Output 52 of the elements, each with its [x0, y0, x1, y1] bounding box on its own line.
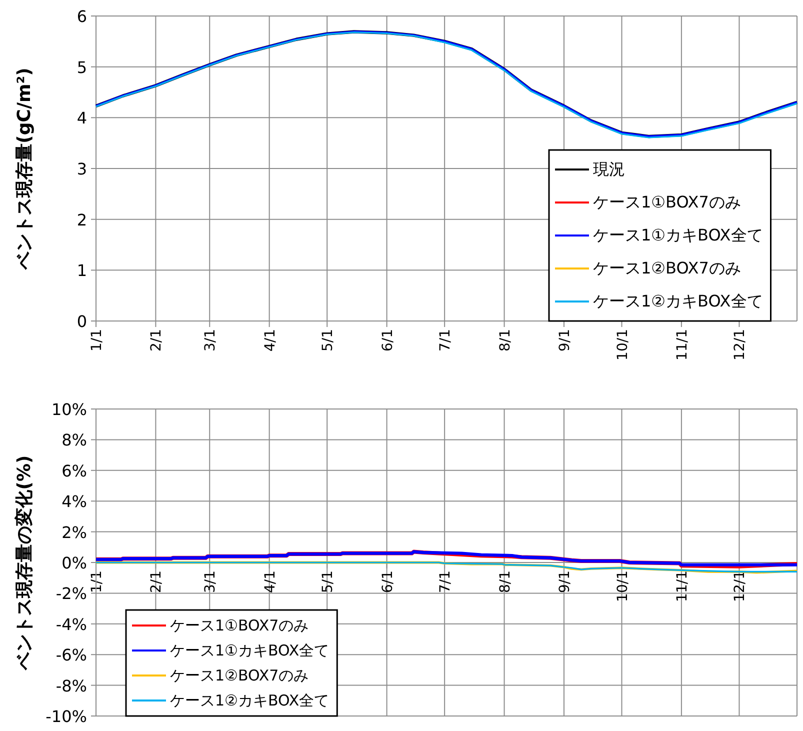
legend-label: ケース1①カキBOX全て	[170, 642, 330, 660]
x-tick-label: 7/1	[438, 329, 454, 352]
x-tick-label: 9/1	[556, 570, 573, 594]
legend-label: ケース1①BOX7のみ	[170, 616, 309, 634]
x-tick-label: 11/1	[674, 570, 690, 602]
legend-label: ケース1②カキBOX全て	[170, 692, 330, 710]
x-tick-label: 5/1	[320, 329, 336, 352]
x-tick-label: 10/1	[614, 329, 631, 360]
y-tick-label: 5	[76, 58, 87, 77]
y-tick-label: 2	[76, 210, 87, 230]
y-tick-label: -4%	[56, 614, 87, 634]
x-tick-label: 3/1	[202, 329, 219, 352]
y-tick-label: -10%	[46, 707, 87, 726]
x-tick-label: 9/1	[556, 329, 573, 352]
y-tick-label: -6%	[56, 646, 87, 665]
x-tick-label: 12/1	[732, 570, 748, 602]
x-tick-label: 3/1	[202, 570, 219, 594]
x-tick-label: 10/1	[614, 570, 631, 602]
y-axis-title: ベントス現存量(gC/m²)	[14, 68, 35, 270]
y-tick-label: 1	[76, 261, 87, 280]
x-tick-label: 7/1	[438, 570, 454, 594]
legend-label: ケース1①BOX7のみ	[593, 192, 741, 212]
x-tick-label: 4/1	[262, 329, 278, 352]
y-tick-label: -2%	[56, 584, 87, 604]
x-tick-label: 6/1	[380, 329, 396, 352]
legend-label: 現況	[593, 160, 625, 178]
y-tick-label: 10%	[51, 400, 87, 419]
y-tick-label: 0%	[62, 554, 87, 572]
y-tick-label: 6%	[62, 461, 87, 480]
y-axis-title: ベントス現存量の変化(%)	[14, 455, 35, 671]
y-tick-label: 6	[76, 7, 87, 26]
legend-label: ケース1②BOX7のみ	[170, 666, 309, 684]
y-tick-label: 4%	[62, 492, 87, 512]
y-tick-label: 0	[76, 312, 87, 331]
legend-label: ケース1②BOX7のみ	[593, 258, 741, 278]
x-tick-label: 12/1	[732, 329, 748, 360]
y-tick-label: 8%	[62, 430, 87, 450]
legend-label: ケース1②カキBOX全て	[593, 292, 763, 310]
x-tick-label: 4/1	[262, 570, 278, 594]
x-tick-label: 8/1	[497, 570, 514, 594]
x-tick-label: 1/1	[89, 329, 105, 352]
x-tick-label: 5/1	[320, 570, 336, 594]
y-tick-label: -8%	[56, 676, 87, 696]
x-tick-label: 6/1	[380, 570, 396, 594]
y-tick-label: 2%	[62, 522, 87, 542]
y-tick-label: 4	[76, 108, 87, 128]
x-tick-label: 2/1	[148, 329, 165, 352]
y-tick-label: 3	[76, 160, 87, 178]
x-tick-label: 2/1	[148, 570, 165, 594]
x-tick-label: 11/1	[674, 329, 690, 360]
legend-label: ケース1①カキBOX全て	[593, 226, 763, 244]
x-tick-label: 8/1	[497, 329, 514, 352]
